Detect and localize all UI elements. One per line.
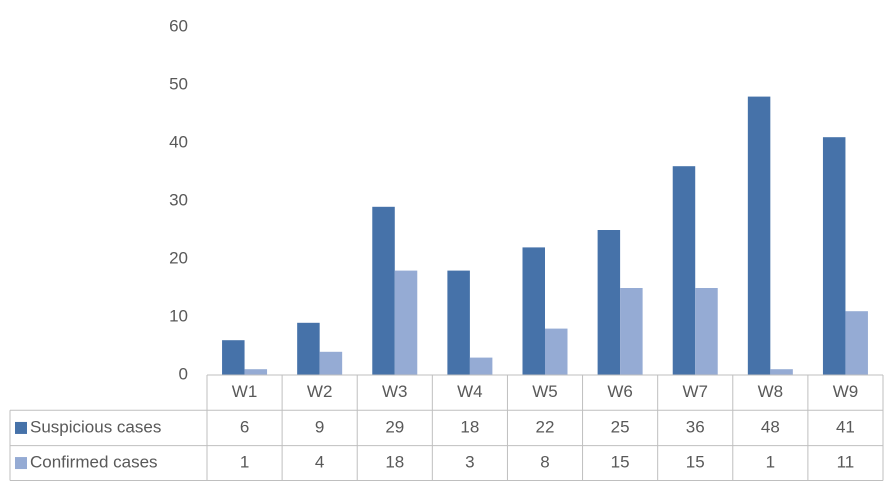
table-value: 6 [240, 417, 249, 436]
table-value: 1 [240, 453, 249, 472]
bar [597, 230, 621, 375]
table-value: 8 [540, 453, 549, 472]
x-tick-label: W8 [758, 382, 784, 401]
table-value: 22 [536, 417, 555, 436]
table-value: 41 [836, 417, 855, 436]
y-tick-label: 20 [169, 248, 188, 267]
legend-label: Confirmed cases [30, 453, 158, 472]
x-tick-label: W6 [607, 382, 633, 401]
bar [770, 369, 793, 375]
table-value: 9 [315, 417, 324, 436]
legend-swatch [15, 457, 27, 470]
bar [447, 270, 470, 375]
y-tick-label: 40 [169, 132, 188, 151]
table-value: 3 [465, 453, 474, 472]
bar [695, 288, 718, 375]
y-tick-label: 10 [169, 306, 188, 325]
x-tick-label: W5 [532, 382, 558, 401]
table-value: 15 [686, 453, 705, 472]
y-tick-label: 60 [169, 16, 188, 35]
table-value: 4 [315, 453, 324, 472]
bar [672, 166, 696, 375]
y-tick-label: 30 [169, 190, 188, 209]
x-tick-label: W1 [232, 382, 258, 401]
bar [545, 328, 568, 375]
table-value: 15 [611, 453, 630, 472]
table-value: 36 [686, 417, 705, 436]
table-value: 25 [611, 417, 630, 436]
y-tick-label: 50 [169, 74, 188, 93]
bar [822, 137, 846, 375]
bar [244, 369, 268, 375]
x-tick-label: W7 [682, 382, 708, 401]
y-tick-label: 0 [179, 364, 188, 383]
bar [372, 206, 395, 375]
table-value: 48 [761, 417, 780, 436]
bar [747, 96, 771, 375]
bar [222, 340, 245, 375]
x-tick-label: W4 [457, 382, 483, 401]
x-tick-label: W9 [833, 382, 859, 401]
bar [394, 270, 418, 375]
legend-label: Suspicious cases [30, 417, 161, 436]
bar [297, 322, 320, 375]
bar [845, 311, 868, 375]
table-value: 11 [837, 453, 855, 472]
bar [469, 357, 493, 375]
bar [319, 351, 343, 375]
table-value: 18 [385, 453, 404, 472]
bar [620, 288, 643, 375]
table-value: 1 [766, 453, 775, 472]
table-value: 18 [460, 417, 479, 436]
x-tick-label: W3 [382, 382, 408, 401]
x-tick-label: W2 [307, 382, 333, 401]
legend-swatch [15, 421, 27, 434]
table-value: 29 [385, 417, 404, 436]
bar [522, 247, 545, 375]
